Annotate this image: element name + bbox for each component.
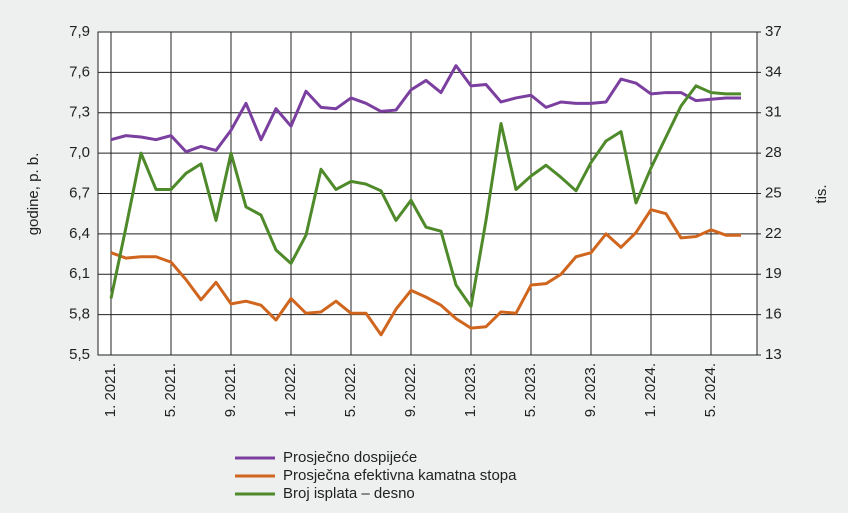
y2-tick-label: 34 [765, 63, 782, 80]
y-tick-label: 7,3 [69, 104, 90, 121]
legend-label: Prosječno dospijeće [283, 449, 417, 466]
y-tick-label: 6,7 [69, 184, 90, 201]
y2-tick-label: 13 [765, 346, 782, 363]
y2-tick-label: 31 [765, 104, 782, 121]
series-line [110, 64, 741, 154]
x-tick-label: 5. 2023. [522, 363, 539, 417]
y2-tick-label: 16 [765, 306, 782, 323]
y-tick-label: 5,8 [69, 306, 90, 323]
x-tick-label: 5. 2022. [342, 363, 359, 417]
y2-tick-label: 37 [765, 23, 782, 40]
x-tick-label: 9. 2021. [222, 363, 239, 417]
legend-label: Prosječna efektivna kamatna stopa [283, 467, 517, 484]
y2-tick-label: 25 [765, 184, 782, 201]
y-tick-label: 7,6 [69, 63, 90, 80]
x-tick-label: 1. 2022. [282, 363, 299, 417]
series-line [110, 208, 741, 337]
x-tick-label: 1. 2021. [102, 363, 119, 417]
y-tick-label: 7,9 [69, 23, 90, 40]
y-tick-label: 6,4 [69, 225, 90, 242]
x-tick-label: 1. 2024. [642, 363, 659, 417]
y2-axis-label: tis. [813, 184, 830, 203]
x-tick-label: 5. 2021. [162, 363, 179, 417]
y-tick-label: 7,0 [69, 144, 90, 161]
x-tick-label: 9. 2022. [402, 363, 419, 417]
x-tick-label: 1. 2023. [462, 363, 479, 417]
x-tick-label: 9. 2023. [582, 363, 599, 417]
legend-label: Broj isplata – desno [283, 485, 415, 502]
x-tick-label: 5. 2024. [702, 363, 719, 417]
y-tick-label: 6,1 [69, 265, 90, 282]
y2-tick-label: 19 [765, 265, 782, 282]
series-line [109, 84, 741, 309]
y2-tick-label: 28 [765, 144, 782, 161]
y2-tick-label: 22 [765, 225, 782, 242]
y-tick-label: 5,5 [69, 346, 90, 363]
y-axis-label: godine, p. b. [25, 153, 42, 236]
plot-border [97, 31, 758, 356]
